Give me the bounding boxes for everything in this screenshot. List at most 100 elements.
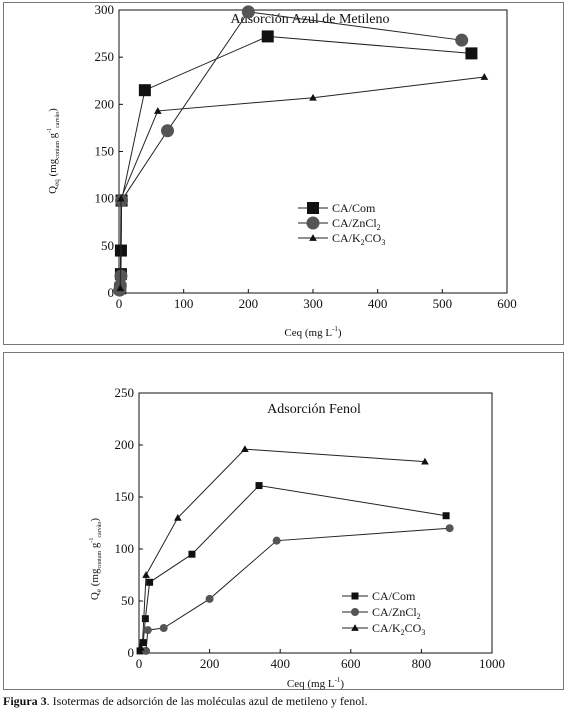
data-point — [116, 284, 125, 292]
data-point — [205, 594, 214, 603]
x-tick-label: 300 — [303, 296, 323, 311]
y-axis-label-sub2: contam — [55, 141, 61, 159]
y-axis-label-sub3: carvão — [97, 522, 103, 538]
series-2 — [136, 445, 429, 651]
data-point — [138, 84, 151, 97]
legend-label: CA/K2CO3 — [332, 231, 385, 247]
plot-frame — [118, 9, 508, 294]
legend-label-sub2: 3 — [381, 238, 385, 247]
y-tick-label: 50 — [101, 238, 114, 253]
y-axis-label-g: g — [89, 542, 101, 551]
data-point — [455, 33, 469, 47]
data-point — [465, 47, 478, 60]
legend-label-name: CA/ZnCl — [332, 216, 377, 230]
legend-marker — [309, 234, 317, 241]
series-2 — [116, 73, 489, 292]
y-tick-label: 0 — [108, 285, 115, 300]
legend-label-sub: 2 — [361, 238, 365, 247]
legend-label: CA/Com — [372, 589, 416, 603]
legend-label-name: CA/ZnCl — [372, 605, 417, 619]
phenol-chart: 0 200 400 600 800 1000 0 50 100 150 200 250 Adsorció… — [89, 385, 505, 690]
data-point — [141, 615, 149, 623]
data-point — [138, 638, 147, 646]
data-point — [114, 269, 128, 283]
data-point — [117, 194, 125, 202]
data-point — [142, 646, 151, 655]
legend-marker — [306, 216, 320, 230]
x-tick-label: 500 — [433, 296, 453, 311]
y-axis-label-sub3: carvão — [55, 112, 61, 128]
series-line — [119, 76, 485, 289]
x-axis-label-sup: -1 — [332, 325, 338, 333]
data-point — [161, 124, 174, 138]
data-point — [188, 550, 196, 558]
series-1 — [142, 524, 454, 655]
y-tick-label: 300 — [95, 3, 115, 17]
figure-caption: Figura 3. Isotermas de adsorción de las … — [3, 694, 565, 709]
legend-label: CA/ZnCl2 — [332, 216, 381, 232]
y-axis-label: Qeq (mgcontam g-1carvão) — [47, 108, 61, 194]
data-point — [272, 536, 281, 545]
y-axis-label-sup: -1 — [47, 128, 53, 133]
legend-label-sub: 2 — [417, 612, 421, 621]
x-tick-label: 400 — [368, 296, 388, 311]
legend-marker — [351, 624, 359, 631]
chart-panel-phenol: 0 200 400 600 800 1000 0 50 100 150 200 250 Adsorció… — [3, 352, 564, 690]
y-tick-label: 50 — [121, 593, 134, 608]
data-point — [136, 647, 144, 655]
x-axis-label: Ceq (mg L-1) — [284, 325, 342, 339]
chart-panel-methylene-blue: 0 100 200 300 400 500 600 0 50 100 150 200 250 300 Ads… — [3, 2, 564, 345]
x-tick-label: 0 — [136, 656, 143, 671]
x-tick-label: 600 — [341, 656, 361, 671]
x-tick-label: 800 — [412, 656, 432, 671]
x-axis-label-sup: -1 — [335, 676, 341, 684]
data-point — [241, 5, 255, 19]
x-tick-label: 100 — [174, 296, 194, 311]
data-point — [142, 571, 150, 578]
y-axis-label-q: Q — [47, 186, 59, 194]
series-line — [119, 11, 462, 291]
data-point — [445, 524, 454, 533]
y-tick-label: 200 — [95, 96, 115, 111]
x-axis-label-end: ) — [338, 327, 342, 339]
x-tick-label: 200 — [239, 296, 259, 311]
y-tick-label: 250 — [95, 49, 115, 64]
data-point — [143, 626, 152, 635]
series-line — [119, 35, 472, 289]
y-axis-label-mid: (mg — [89, 568, 101, 589]
x-tick-label: 400 — [270, 656, 290, 671]
y-axis-label-g: g — [47, 132, 59, 141]
data-point — [173, 513, 182, 521]
legend-label: CA/Com — [332, 201, 376, 215]
chart-title: Adsorción Fenol — [267, 402, 361, 417]
x-tick-label: 1000 — [479, 656, 505, 671]
legend-label-name: CA/K — [332, 231, 361, 245]
legend-label-name: CA/Com — [372, 589, 416, 603]
x-tick-label: 0 — [116, 296, 123, 311]
x-axis-label-text: Ceq (mg L — [287, 678, 335, 690]
y-tick-label: 100 — [95, 191, 115, 206]
y-axis-label-sub: e — [95, 589, 103, 592]
y-tick-label: 150 — [95, 144, 115, 159]
caption-label: Figura 3 — [3, 694, 47, 708]
legend-marker — [351, 608, 359, 616]
y-axis-label-sub: eq — [53, 179, 61, 186]
x-tick-label: 200 — [200, 656, 220, 671]
y-axis-label-sub2: contam — [97, 551, 103, 569]
methylene-blue-chart: 0 100 200 300 400 500 600 0 50 100 150 200 250 300 Ads… — [47, 3, 517, 339]
caption-text: . Isotermas de adsorción de las molécula… — [46, 694, 368, 708]
data-point — [159, 624, 168, 633]
legend-label-sub: 2 — [377, 223, 381, 232]
x-axis-label: Ceq (mg L-1) — [287, 676, 345, 690]
y-axis-label: Qe (mgcontam g-1carvão) — [89, 518, 103, 600]
legend-label-sub: 2 — [401, 628, 405, 637]
plot-frame — [138, 392, 493, 654]
data-point — [309, 93, 317, 101]
y-axis-label-q: Q — [89, 592, 101, 600]
x-tick-label: 600 — [497, 296, 517, 311]
legend-label: CA/K2CO3 — [372, 621, 425, 637]
y-tick-label: 250 — [115, 385, 135, 400]
y-tick-label: 0 — [128, 645, 135, 660]
y-axis-label-sup: -1 — [89, 538, 95, 543]
data-point — [480, 73, 489, 80]
